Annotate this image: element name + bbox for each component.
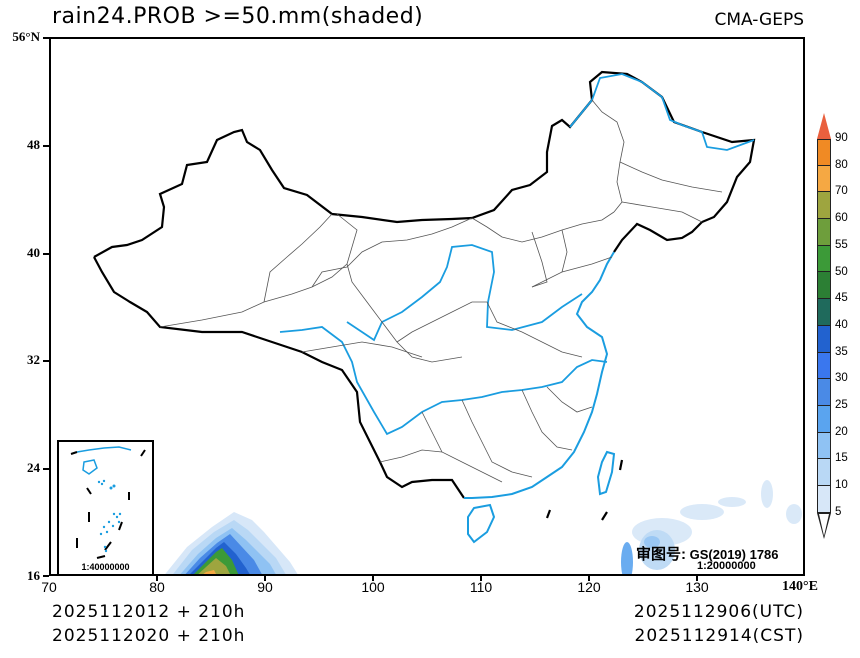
colorbar-label: 80 [835,158,848,171]
x-label-120: 120 [577,579,601,595]
provincial-borders [159,99,723,483]
inset-map [70,446,146,559]
national-border-sw [93,256,465,499]
x-label-140: 140°E [782,579,818,594]
national-border [93,70,756,258]
map-scale: 1:20000000 [697,560,756,572]
x-tick [480,576,482,581]
colorbar-segment [817,352,831,380]
colorbar-segment [817,192,831,220]
colorbar-label: 20 [835,425,848,438]
x-label-80: 80 [149,579,165,595]
y-label-24: 24 [27,460,40,475]
x-label-90: 90 [257,579,273,595]
colorbar-segment [817,325,831,353]
nine-dash-line [545,459,624,521]
yangtze-river [279,326,608,436]
coastline [464,251,615,499]
x-label-110: 110 [469,579,493,595]
init-time-utc: 2025112012 + 210h [52,602,246,622]
colorbar-label: 35 [835,345,848,358]
south-china-sea-inset: 1:40000000 [57,440,154,576]
hainan-island [467,503,496,544]
colorbar-label: 70 [835,185,848,198]
chart-title: rain24.PROB >=50.mm(shaded) [52,4,424,29]
valid-time-cst: 2025112914(CST) [634,626,804,646]
inset-scale: 1:40000000 [81,562,130,572]
rain-shading-west [165,512,298,574]
y-label-32: 32 [27,352,40,367]
y-label-40: 40 [27,245,40,260]
rain-shading-east [621,480,802,574]
colorbar-label: 60 [835,212,848,225]
y-label-56: 56°N [12,29,40,44]
y-tick [43,37,49,39]
x-tick [588,576,590,581]
colorbar-label: 50 [835,265,848,278]
heilongjiang-river [569,73,755,151]
colorbar-label: 40 [835,318,848,331]
init-time-cst: 2025112020 + 210h [52,626,246,646]
x-label-100: 100 [361,579,385,595]
approval-label: 审图号: [636,546,686,563]
y-label-48: 48 [27,137,40,152]
colorbar-segment [817,139,831,166]
colorbar-segment [817,299,831,326]
colorbar [817,113,831,539]
y-tick [43,253,49,255]
colorbar-label: 90 [835,132,848,144]
x-tick [696,576,698,581]
colorbar-bottom-arrow [817,512,831,539]
colorbar-segment [817,459,831,486]
map-canvas [93,70,802,574]
colorbar-segment [817,379,831,406]
map-approval-note: 审图号: GS(2019) 1786 [636,543,779,564]
y-tick [43,468,49,470]
colorbar-label: 15 [835,452,848,465]
y-tick [43,360,49,362]
y-tick [43,575,49,577]
approval-code: GS(2019) 1786 [689,547,779,562]
colorbar-segment [817,245,831,273]
colorbar-segment [817,272,831,300]
x-label-70: 70 [41,579,57,595]
colorbar-segment [817,165,831,193]
colorbar-label: 25 [835,399,848,411]
valid-time-utc: 2025112906(UTC) [633,602,804,622]
colorbar-label: 45 [835,292,848,305]
y-label-16: 16 [27,568,40,583]
colorbar-label: 5 [835,505,842,518]
colorbar-top-arrow [817,113,831,139]
x-label-130: 130 [685,579,709,595]
colorbar-label: 10 [835,479,848,492]
colorbar-segment [817,485,831,513]
yellow-river [346,244,583,342]
model-name: CMA-GEPS [714,10,804,30]
y-tick [43,145,49,147]
colorbar-segment [817,432,831,460]
map-frame [49,37,805,576]
colorbar-segments [817,139,831,513]
x-tick [156,576,158,581]
colorbar-segment [817,405,831,433]
x-tick [372,576,374,581]
taiwan-island [596,450,616,496]
colorbar-label: 30 [835,372,848,385]
colorbar-label: 55 [835,238,848,251]
x-tick [264,576,266,581]
colorbar-segment [817,219,831,246]
